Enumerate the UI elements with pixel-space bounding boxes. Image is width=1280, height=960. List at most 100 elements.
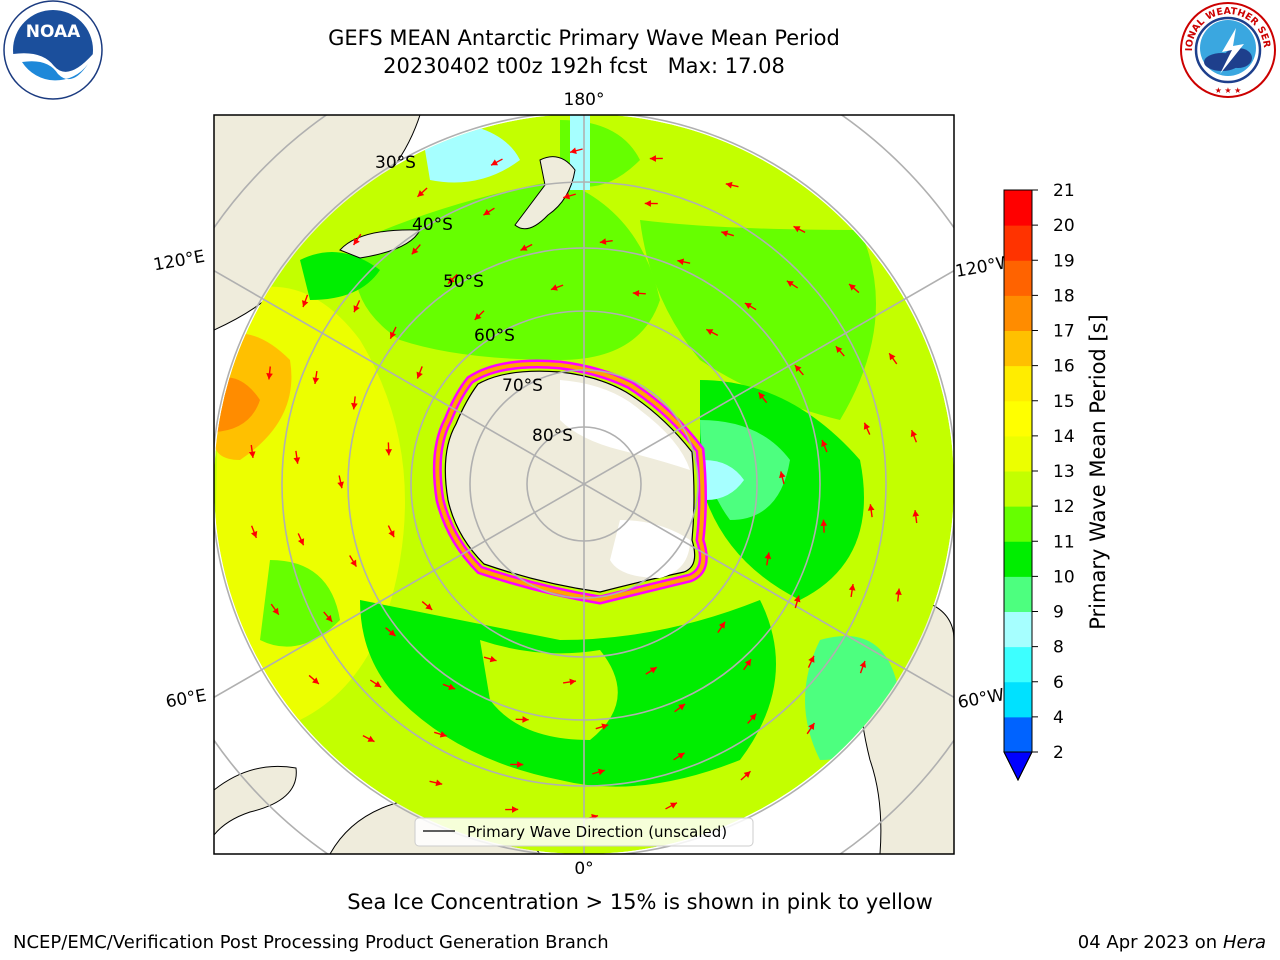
wave-arrow-head: [266, 372, 273, 380]
lat-label-40: 40°S: [412, 215, 453, 235]
wave-arrow-head: [743, 771, 751, 778]
wave-arrow-head: [808, 723, 815, 731]
wave-arrow-head: [251, 530, 258, 538]
wave-arrow-head: [248, 451, 256, 458]
wave-arrow-head: [649, 155, 657, 162]
footer-credit: NCEP/EMC/Verification Post Processing Pr…: [13, 932, 609, 953]
wave-arrow-head: [474, 313, 482, 320]
colorbar-segment: [1004, 365, 1032, 402]
wave-arrow-head: [749, 713, 757, 721]
wave-arrow-head: [367, 735, 375, 742]
colorbar-tick-label: 11: [1053, 532, 1075, 552]
wave-arrow-head: [793, 226, 801, 233]
colorbar-tick-label: 2: [1053, 743, 1064, 763]
footer-date-text: 04 Apr 2023 on: [1077, 932, 1218, 953]
wave-arrow-head: [669, 802, 677, 809]
colorbar-segment: [1004, 716, 1032, 753]
colorbar-tick-label: 19: [1053, 251, 1075, 271]
colorbar-segment: [1004, 400, 1032, 437]
lat-label-80: 80°S: [532, 426, 573, 446]
map-frame: [213, 114, 955, 855]
colorbar-segment: [1004, 330, 1032, 367]
map-legend: Primary Wave Direction (unscaled): [414, 817, 754, 847]
wave-arrow-head: [849, 284, 856, 291]
lon-label-180: 180°: [564, 90, 605, 110]
colorbar-segment: [1004, 576, 1032, 612]
wave-arrow-head: [910, 430, 917, 438]
wave-arrow-head: [388, 629, 396, 637]
colorbar-tick-label: 13: [1053, 462, 1075, 482]
wave-arrow-head: [448, 683, 456, 690]
wave-arrow-head: [390, 331, 397, 339]
wave-arrow-head: [385, 449, 393, 456]
wave-arrow-head: [302, 300, 309, 308]
colorbar-tick-label: 4: [1053, 708, 1064, 728]
wave-arrow-head: [351, 402, 358, 410]
sea-ice-caption: Sea Ice Concentration > 15% is shown in …: [347, 890, 933, 914]
wave-arrow-head: [859, 660, 866, 668]
noaa-logo-text: NOAA: [26, 22, 81, 42]
colorbar-segment: [1004, 295, 1032, 331]
wave-arrow-head: [435, 779, 443, 787]
wave-arrow-head: [725, 181, 733, 189]
wave-arrow-head: [649, 667, 657, 674]
colorbar-segment: [1004, 435, 1032, 472]
wave-arrow-head: [786, 280, 794, 288]
colorbar-segment: [1004, 506, 1032, 542]
chart-title: GEFS MEAN Antarctic Primary Wave Mean Pe…: [328, 26, 840, 50]
wave-arrow-head: [511, 806, 519, 813]
wave-arrow-head: [297, 538, 305, 546]
wave-arrow-head: [744, 659, 752, 667]
wave-arrow-head: [895, 588, 902, 596]
wave-arrow-head: [374, 680, 382, 688]
colorbar-extend-triangle: [1003, 751, 1033, 782]
wave-arrow-head: [706, 329, 714, 336]
wave-arrow-head: [632, 290, 640, 297]
chart-subtitle: 20230402 t00z 192h fcst Max: 17.08: [383, 54, 785, 78]
nws-logo-icon: NATIONAL WEATHER SERVICE ★ ★ ★: [1178, 0, 1276, 98]
svg-text:★ ★ ★: ★ ★ ★: [1215, 86, 1242, 95]
colorbar-tick-label: 21: [1053, 181, 1075, 201]
wave-arrow-head: [312, 377, 320, 384]
wave-arrow-head: [520, 244, 528, 251]
colorbar-tick-label: 12: [1053, 497, 1075, 517]
wave-arrow-head: [416, 371, 423, 379]
wave-arrow-head: [678, 703, 686, 711]
wave-arrow-head: [863, 422, 871, 430]
wave-arrow-head: [417, 190, 425, 197]
wave-arrow-head: [718, 621, 726, 629]
lon-label-120e: 120°E: [152, 247, 206, 276]
lon-label-60w: 60°W: [956, 685, 1006, 713]
wave-arrow-head: [411, 247, 419, 255]
lat-label-60: 60°S: [474, 326, 515, 346]
wave-arrow-head: [597, 768, 605, 776]
wave-arrow-head: [794, 365, 802, 372]
wave-arrow-head: [325, 614, 333, 622]
colorbar-segment: [1004, 611, 1032, 648]
legend-label: Primary Wave Direction (unscaled): [467, 823, 727, 841]
latitude-labels: 30°S 40°S 50°S 60°S 70°S 80°S: [375, 153, 573, 446]
wave-arrow-head: [835, 346, 843, 354]
lat-label-30: 30°S: [375, 153, 416, 173]
wave-arrow-head: [889, 353, 896, 361]
colorbar-tick-label: 20: [1053, 216, 1075, 236]
wave-arrow-head: [758, 392, 766, 400]
colorbar-tick-label: 9: [1053, 603, 1064, 623]
colorbar-tick-label: 14: [1053, 427, 1075, 447]
wave-arrow-head: [677, 258, 685, 266]
wave-arrow-head: [388, 530, 395, 538]
wave-arrow-head: [677, 752, 685, 759]
wave-arrow-head: [550, 284, 558, 291]
colorbar-tick-label: 15: [1053, 392, 1075, 412]
wave-arrow-head: [569, 678, 576, 686]
wave-arrow-head: [350, 559, 357, 567]
colorbar-segment: [1004, 260, 1032, 296]
colorbar-tick-label: 16: [1053, 357, 1075, 377]
wave-direction-arrows: [248, 147, 920, 821]
wave-arrow-head: [848, 584, 856, 591]
wave-arrow-head: [517, 761, 524, 768]
wave-arrow-head: [599, 238, 607, 245]
colorbar-tick-label: 6: [1053, 673, 1064, 693]
wave-arrow-head: [293, 457, 301, 464]
wave-arrow-head: [820, 519, 828, 526]
